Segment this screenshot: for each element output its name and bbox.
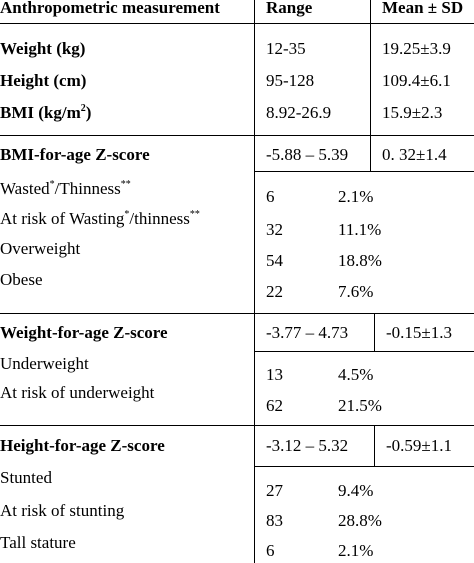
bmi-for-age-range: -5.88 – 5.39 — [266, 145, 349, 164]
weight-for-age-mean: -0.15±1.3 — [386, 323, 452, 342]
wasted-count: 6 — [266, 187, 275, 206]
column-divider-2-top — [370, 0, 371, 171]
risk-stunting-label: At risk of stunting — [0, 501, 125, 520]
risk-underweight-label: At risk of underweight — [0, 383, 155, 402]
bmi-for-age-mean: 0. 32±1.4 — [382, 145, 447, 164]
underweight-count: 13 — [266, 365, 283, 384]
header-divider — [0, 23, 474, 24]
weight-mean: 19.25±3.9 — [382, 39, 451, 58]
height-for-age-title: Height-for-age Z-score — [0, 436, 165, 455]
weight-for-age-title: Weight-for-age Z-score — [0, 323, 168, 342]
tall-stature-percent: 2.1% — [338, 541, 374, 560]
overweight-count: 54 — [266, 251, 283, 270]
header-mean-sd: Mean ± SD — [382, 0, 464, 17]
weight-for-age-range: -3.77 – 4.73 — [266, 323, 349, 342]
weight-range: 12-35 — [266, 39, 306, 58]
risk-underweight-count: 62 — [266, 396, 283, 415]
obese-label: Obese — [0, 270, 43, 289]
height-label: Height (cm) — [0, 71, 87, 90]
weight-label: Weight (kg) — [0, 39, 86, 58]
wasted-label: Wasted*/Thinness** — [0, 179, 131, 198]
stunted-label: Stunted — [0, 468, 52, 487]
height-for-age-range: -3.12 – 5.32 — [266, 436, 349, 455]
header-measurement: Anthropometric measurement — [0, 0, 220, 17]
stunted-count: 27 — [266, 481, 283, 500]
overweight-percent: 18.8% — [338, 251, 382, 270]
tall-stature-count: 6 — [266, 541, 275, 560]
stunted-percent: 9.4% — [338, 481, 374, 500]
risk-underweight-percent: 21.5% — [338, 396, 382, 415]
underweight-percent: 4.5% — [338, 365, 374, 384]
subdivider-height — [254, 466, 474, 467]
tall-stature-label: Tall stature — [0, 533, 76, 552]
bmi-mean: 15.9±2.3 — [382, 103, 443, 122]
column-divider-2-weight — [374, 313, 375, 351]
bmi-range: 8.92-26.9 — [266, 103, 332, 122]
section-divider-height — [0, 425, 474, 426]
column-divider-1 — [254, 0, 255, 563]
height-range: 95-128 — [266, 71, 315, 90]
section-divider-weight — [0, 313, 474, 314]
obese-count: 22 — [266, 282, 283, 301]
subdivider-bmi — [254, 171, 474, 172]
bmi-for-age-title: BMI-for-age Z-score — [0, 145, 150, 164]
height-for-age-mean: -0.59±1.1 — [386, 436, 452, 455]
risk-wasting-label: At risk of Wasting*/thinness** — [0, 209, 200, 228]
underweight-label: Underweight — [0, 354, 89, 373]
obese-percent: 7.6% — [338, 282, 374, 301]
risk-stunting-percent: 28.8% — [338, 511, 382, 530]
wasted-percent: 2.1% — [338, 187, 374, 206]
section-divider-bmi — [0, 135, 474, 136]
risk-wasting-percent: 11.1% — [338, 220, 382, 239]
header-range: Range — [266, 0, 313, 17]
overweight-label: Overweight — [0, 239, 81, 258]
bmi-label: BMI (kg/m2) — [0, 103, 92, 122]
subdivider-weight — [254, 351, 474, 352]
risk-stunting-count: 83 — [266, 511, 283, 530]
column-divider-2-height — [374, 425, 375, 466]
risk-wasting-count: 32 — [266, 220, 283, 239]
height-mean: 109.4±6.1 — [382, 71, 451, 90]
